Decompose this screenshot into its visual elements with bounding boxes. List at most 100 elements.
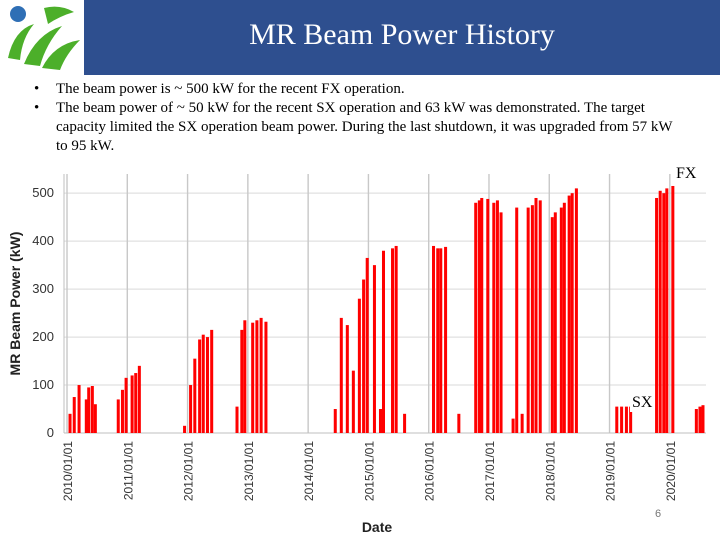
data-bar	[351, 370, 355, 433]
data-bar	[183, 425, 187, 433]
data-bar	[235, 406, 239, 433]
bullet-item: The beam power of ~ 50 kW for the recent…	[34, 99, 674, 156]
slide-header: MR Beam Power History	[0, 0, 720, 75]
x-tick-label: 2013/01/01	[242, 441, 256, 501]
data-bar	[477, 200, 481, 433]
data-bar	[87, 387, 91, 433]
data-bar	[624, 406, 628, 433]
y-tick-label: 100	[32, 377, 54, 392]
data-bar	[701, 405, 705, 433]
data-bar	[251, 322, 255, 433]
data-bar	[658, 190, 662, 433]
data-bar	[662, 193, 666, 433]
data-bar	[394, 245, 398, 433]
data-bar	[137, 365, 141, 433]
data-bar	[362, 279, 366, 433]
x-tick-label: 2017/01/01	[483, 441, 497, 501]
data-bar	[357, 298, 361, 433]
data-bar	[474, 202, 478, 433]
data-bar	[193, 358, 197, 433]
x-tick-label: 2016/01/01	[423, 441, 437, 501]
slide-title: MR Beam Power History	[249, 18, 555, 51]
y-tick-label: 400	[32, 233, 54, 248]
data-bar	[432, 245, 436, 433]
data-bar	[629, 406, 633, 433]
data-bar	[511, 418, 515, 433]
data-bar	[345, 325, 349, 433]
data-bar	[480, 197, 484, 433]
beam-power-chart: 0 100 200 300 400 500 2010/01/01 2011/01/01 2012…	[7, 174, 706, 535]
data-bar	[559, 207, 563, 433]
data-bar	[694, 409, 698, 433]
data-bar	[615, 406, 619, 433]
data-bar	[134, 373, 138, 433]
data-bar	[116, 399, 120, 433]
data-bar	[205, 337, 209, 433]
data-bar	[378, 409, 382, 433]
data-bar	[240, 329, 244, 433]
institution-logo-icon	[0, 0, 84, 75]
data-bar	[520, 413, 524, 433]
data-bar	[444, 246, 448, 433]
y-tick-label: 500	[32, 185, 54, 200]
data-bar	[671, 185, 675, 433]
x-axis-title: Date	[362, 519, 393, 535]
data-bar	[492, 202, 496, 433]
data-bar	[655, 197, 659, 433]
bullet-item: The beam power is ~ 500 kW for the recen…	[34, 80, 674, 99]
data-bar	[538, 200, 542, 433]
data-bar	[403, 413, 407, 433]
sx-label: SX	[630, 394, 655, 412]
data-bar	[365, 257, 369, 433]
data-bar	[93, 404, 97, 433]
x-tick-label: 2020/01/01	[664, 441, 678, 501]
data-bar	[499, 212, 503, 433]
title-bar: MR Beam Power History	[84, 0, 720, 75]
data-bar	[550, 217, 554, 433]
data-bar	[333, 409, 337, 433]
data-bar	[90, 385, 94, 433]
x-tick-label: 2011/01/01	[121, 441, 135, 500]
data-bar	[570, 193, 574, 433]
y-axis-title: MR Beam Power (kW)	[7, 232, 23, 376]
data-bar	[68, 413, 72, 433]
data-bar	[486, 198, 490, 433]
data-bar	[567, 195, 571, 433]
data-bar	[210, 329, 214, 433]
data-bar	[84, 399, 88, 433]
data-bar	[201, 334, 205, 433]
data-bar	[534, 197, 538, 433]
data-bar	[495, 200, 499, 433]
bullet-list: The beam power is ~ 500 kW for the recen…	[34, 80, 674, 156]
data-bar	[665, 188, 669, 433]
data-bar	[189, 385, 193, 433]
data-bar	[562, 202, 566, 433]
y-tick-label: 300	[32, 281, 54, 296]
x-tick-label: 2014/01/01	[302, 441, 316, 501]
data-bar	[574, 188, 578, 433]
data-bar	[124, 377, 128, 433]
x-tick-label: 2019/01/01	[604, 441, 618, 501]
data-bar	[339, 317, 343, 433]
data-bar	[436, 248, 440, 433]
data-bar	[255, 320, 259, 433]
data-bar	[698, 406, 702, 433]
data-bar	[515, 207, 519, 433]
data-bar	[530, 205, 534, 433]
data-bar	[264, 321, 268, 433]
data-bar	[381, 250, 385, 433]
x-tick-label: 2018/01/01	[543, 441, 557, 501]
x-tick-label: 2012/01/01	[182, 441, 196, 501]
y-tick-label: 0	[47, 425, 54, 440]
data-bar	[553, 212, 557, 433]
x-tick-label: 2015/01/01	[362, 441, 376, 501]
data-bar	[457, 413, 461, 433]
data-bar	[120, 389, 124, 433]
data-bar	[130, 375, 134, 433]
data-bar	[198, 339, 202, 433]
data-bar	[243, 320, 247, 433]
data-bar	[391, 248, 395, 433]
data-bar	[439, 248, 443, 433]
data-bar	[372, 265, 376, 433]
data-bar	[77, 385, 81, 433]
